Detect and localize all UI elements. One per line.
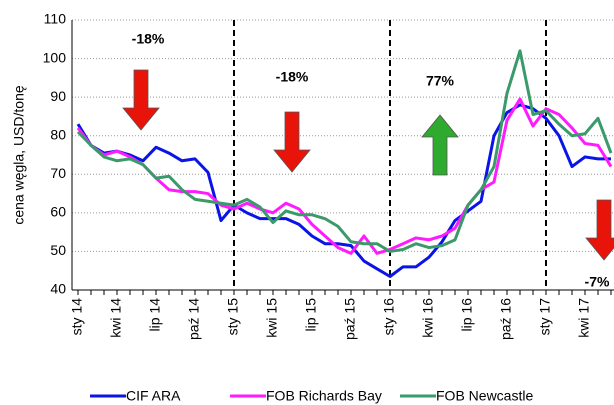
y-axis-label: cena węgla, USD/tonę	[11, 85, 27, 225]
x-tick-label: sty 17	[537, 298, 553, 336]
x-tick-label: paź 14	[186, 298, 202, 340]
x-tick-label: kwi 17	[576, 298, 592, 338]
legend-label: FOB Richards Bay	[266, 388, 382, 404]
series-line	[76, 97, 613, 255]
y-tick-label: 60	[50, 204, 66, 220]
series-line	[76, 49, 613, 253]
x-tick-label: kwi 16	[420, 298, 436, 338]
x-tick-label: lip 16	[459, 298, 475, 332]
y-tick-label: 110	[44, 11, 67, 27]
y-tick-label: 70	[50, 165, 66, 181]
x-tick-label: sty 14	[69, 298, 85, 336]
x-tick-label: paź 15	[342, 298, 358, 340]
x-tick-label: paź 16	[498, 298, 514, 340]
arrow	[585, 199, 614, 261]
y-tick-label: 40	[50, 281, 66, 297]
y-tick-label: 100	[43, 49, 67, 65]
x-tick-label: kwi 15	[264, 298, 280, 338]
x-tick-label: sty 16	[381, 298, 397, 336]
arrow	[122, 69, 160, 131]
annotation: 77%	[426, 73, 455, 89]
arrow	[273, 111, 311, 173]
legend-label: CIF ARA	[126, 388, 181, 404]
x-tick-label: sty 15	[225, 298, 241, 336]
y-tick-label: 90	[50, 88, 66, 104]
x-tick-label: lip 14	[147, 298, 163, 332]
annotation: -18%	[132, 31, 165, 47]
annotation: -7%	[585, 274, 610, 290]
legend-label: FOB Newcastle	[436, 388, 533, 404]
y-tick-label: 80	[50, 126, 66, 142]
x-tick-label: kwi 14	[108, 298, 124, 338]
arrow	[421, 114, 459, 176]
annotation: -18%	[276, 69, 309, 85]
x-tick-label: lip 15	[303, 298, 319, 332]
y-tick-label: 50	[50, 242, 66, 258]
